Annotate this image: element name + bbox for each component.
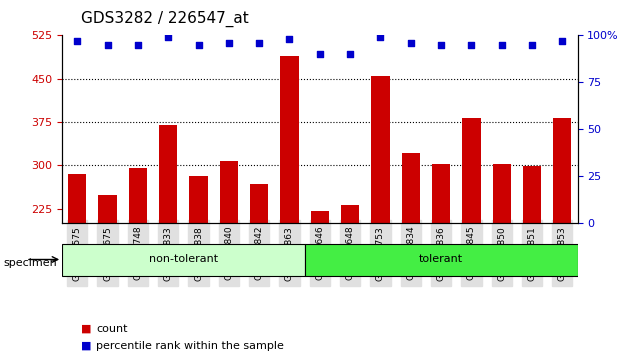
Point — [133, 42, 143, 47]
Point — [436, 42, 446, 47]
Bar — [310, 211, 329, 223]
Point — [194, 42, 204, 47]
Point — [497, 42, 507, 47]
Point — [466, 42, 476, 47]
FancyBboxPatch shape — [62, 244, 305, 276]
Bar — [371, 76, 389, 223]
Point — [376, 34, 386, 40]
Point — [224, 40, 234, 46]
Bar — [189, 176, 207, 223]
Bar — [159, 125, 178, 223]
Text: tolerant: tolerant — [419, 255, 463, 264]
Bar — [129, 168, 147, 223]
FancyBboxPatch shape — [305, 244, 578, 276]
Text: non-tolerant: non-tolerant — [149, 255, 218, 264]
Bar — [68, 174, 86, 223]
Bar — [402, 153, 420, 223]
Bar — [341, 205, 359, 223]
Bar — [220, 161, 238, 223]
Point — [558, 38, 568, 44]
Point — [406, 40, 415, 46]
Point — [527, 42, 537, 47]
Text: ■: ■ — [81, 324, 91, 333]
Bar — [432, 164, 450, 223]
Bar — [250, 184, 268, 223]
Bar — [462, 118, 481, 223]
Text: specimen: specimen — [3, 258, 57, 268]
Bar — [553, 118, 571, 223]
Point — [345, 51, 355, 57]
Text: count: count — [96, 324, 128, 333]
Bar — [523, 166, 541, 223]
Point — [163, 34, 173, 40]
Point — [315, 51, 325, 57]
Text: percentile rank within the sample: percentile rank within the sample — [96, 341, 284, 350]
Point — [72, 38, 82, 44]
Bar — [492, 164, 511, 223]
Bar — [281, 56, 299, 223]
Point — [254, 40, 264, 46]
Text: ■: ■ — [81, 341, 91, 350]
Point — [102, 42, 112, 47]
Point — [284, 36, 294, 42]
Bar — [99, 195, 117, 223]
Text: GDS3282 / 226547_at: GDS3282 / 226547_at — [81, 11, 248, 27]
